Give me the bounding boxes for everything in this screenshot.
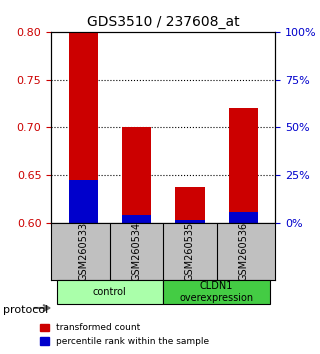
Text: control: control	[93, 287, 127, 297]
Bar	[228, 212, 258, 223]
Text: GSM260535: GSM260535	[185, 222, 195, 281]
Text: GSM260536: GSM260536	[238, 222, 248, 281]
Bar	[122, 215, 151, 223]
Text: GSM260533: GSM260533	[78, 222, 88, 281]
Bar	[68, 32, 98, 223]
Bar	[68, 180, 98, 223]
Text: CLDN1
overexpression: CLDN1 overexpression	[180, 281, 253, 303]
Title: GDS3510 / 237608_at: GDS3510 / 237608_at	[87, 16, 239, 29]
Bar	[122, 127, 151, 223]
Text: protocol: protocol	[3, 305, 48, 315]
Bar	[163, 280, 270, 304]
Bar	[175, 220, 204, 223]
Legend: transformed count, percentile rank within the sample: transformed count, percentile rank withi…	[36, 320, 213, 349]
Bar	[57, 280, 163, 304]
Bar	[228, 108, 258, 223]
Bar	[175, 187, 204, 223]
Text: GSM260534: GSM260534	[132, 222, 141, 281]
